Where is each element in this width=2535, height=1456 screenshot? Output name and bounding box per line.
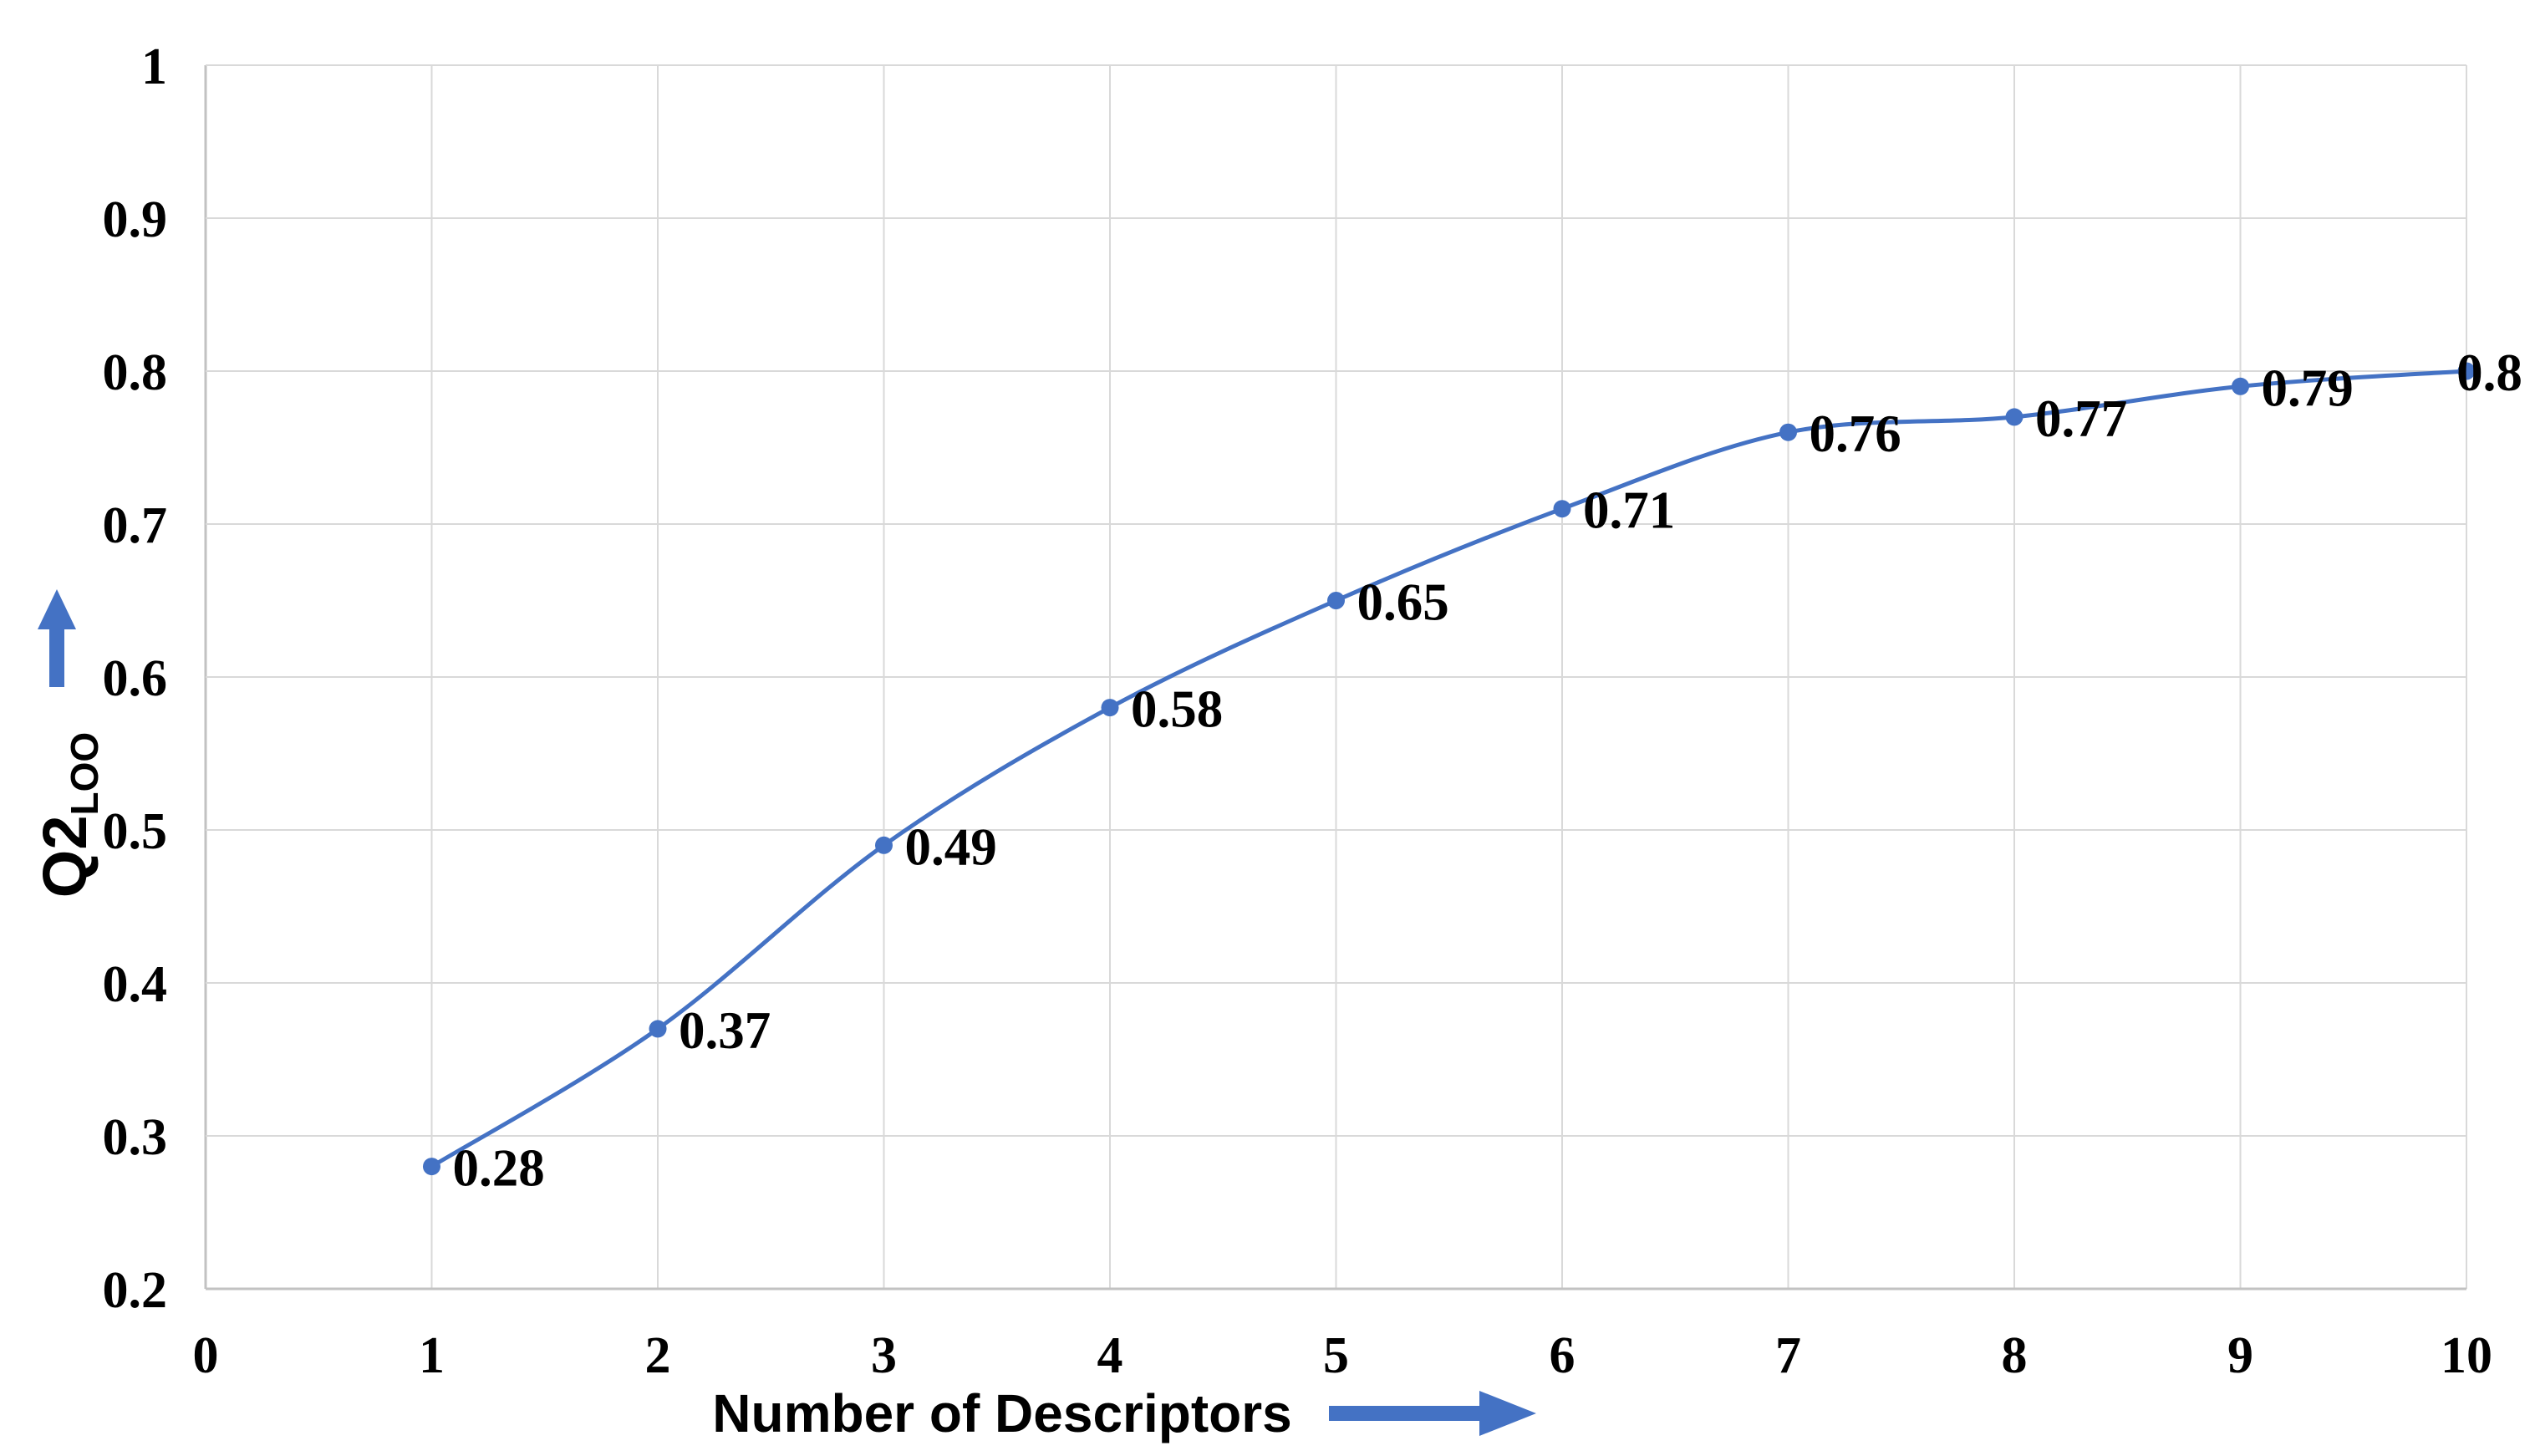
data-point-label: 0.65 [1357,573,1449,632]
grid-layer [204,64,2467,1291]
data-point-marker [1779,423,1797,441]
y-axis-title: Q2LOO [30,732,106,898]
x-tick-label: 3 [871,1327,897,1384]
x-tick-label: 0 [193,1327,219,1384]
data-point-label: 0.71 [1583,481,1675,540]
x-tick-label: 1 [419,1327,445,1384]
y-axis-title-base: Q2 [30,815,99,898]
y-tick-label: 0.9 [103,191,168,248]
x-tick-label: 4 [1097,1327,1123,1384]
data-point-marker [2232,377,2249,395]
data-point-marker [2005,408,2023,426]
data-point-label: 0.49 [905,817,997,876]
data-point-marker [1101,699,1119,717]
tick-layer: 0 1 2 3 4 5 6 7 8 9 10 0.2 0.3 0.4 0.5 0.6 0.7 0.8 0.9 1 [103,38,2493,1384]
x-tick-label: 6 [1550,1327,1575,1384]
data-point-marker [1553,500,1571,518]
data-point-marker [1327,592,1345,609]
x-tick-label: 2 [645,1327,671,1384]
y-tick-label: 0.3 [103,1109,168,1166]
data-point-label: 0.79 [2262,359,2354,417]
y-tick-label: 0.7 [103,497,168,554]
data-point-marker [875,836,893,854]
data-point-label: 0.77 [2035,389,2127,448]
data-point-marker [423,1158,440,1176]
data-point-label: 0.58 [1131,680,1223,739]
x-axis-right-arrow-icon [1329,1391,1536,1436]
series-layer: 0.28 0.37 0.49 0.58 0.65 0.71 0.76 0.77 0.79 0.8 [423,344,2522,1198]
data-point-marker [649,1020,667,1038]
y-tick-label: 0.8 [103,344,168,401]
x-tick-label: 10 [2441,1327,2492,1384]
x-axis-title: Number of Descriptors [712,1383,1291,1443]
y-tick-label: 0.5 [103,803,168,860]
data-point-label: 0.37 [679,1001,771,1060]
y-tick-label: 0.2 [103,1262,168,1319]
y-tick-label: 1 [141,38,167,95]
x-tick-label: 9 [2227,1327,2253,1384]
y-axis-title-subscript: LOO [63,732,106,816]
data-point-label: 0.28 [453,1139,545,1198]
series-line [430,369,2469,1169]
data-point-marker [2457,362,2476,380]
x-tick-label: 8 [2002,1327,2028,1384]
data-point-label: 0.8 [2456,344,2522,402]
y-tick-label: 0.6 [103,650,168,707]
x-tick-label: 7 [1775,1327,1801,1384]
x-tick-label: 5 [1323,1327,1349,1384]
data-point-label: 0.76 [1810,405,1901,463]
y-tick-label: 0.4 [103,956,168,1013]
y-axis-up-arrow-icon [38,589,76,687]
